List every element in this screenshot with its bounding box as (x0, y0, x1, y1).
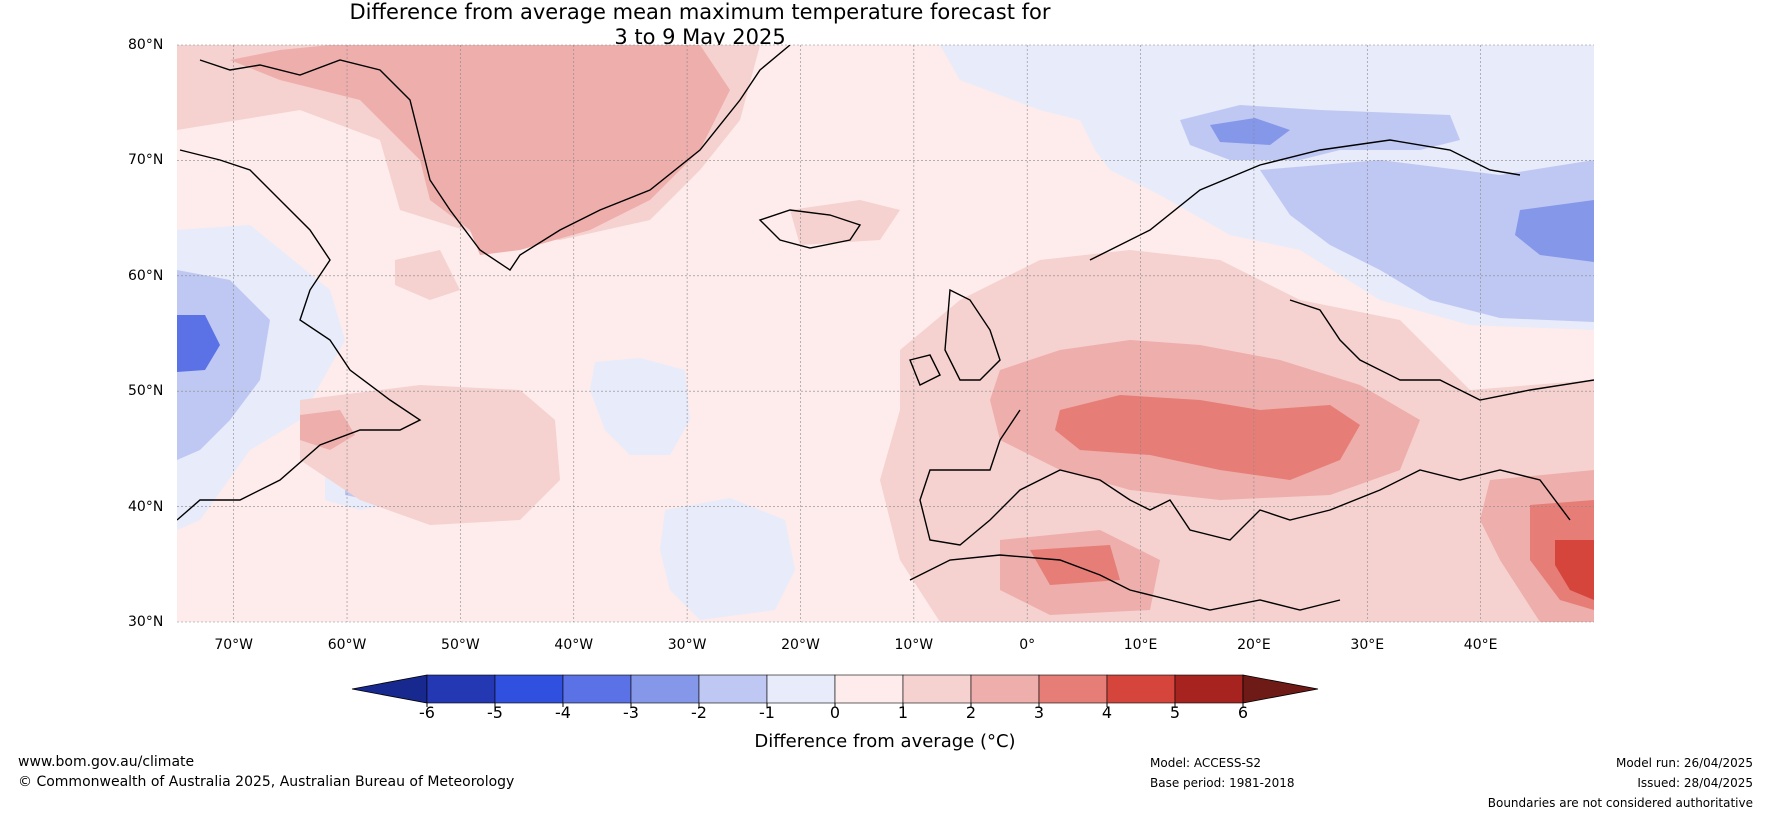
colorbar-bin (1038, 674, 1108, 704)
longitude-label: 20°W (781, 637, 820, 653)
anomaly-pos2-nova-scotia (300, 410, 355, 450)
coastlines (177, 45, 1594, 611)
colorbar-bin (902, 674, 972, 704)
coastline-ireland (909, 354, 941, 386)
forecast-field (177, 45, 1594, 622)
colorbar-tick-label: 1 (897, 703, 909, 722)
colorbar-bin (698, 674, 768, 704)
anomaly-neg4-labrador (177, 315, 220, 372)
boundaries-disclaimer: Boundaries are not considered authoritat… (1487, 796, 1753, 810)
coastline-iceland (758, 209, 862, 249)
colorbar-bin (1106, 674, 1176, 704)
colorbar-tick-label: -3 (623, 703, 639, 722)
colorbar-bin (1174, 674, 1244, 704)
coastline-black-sea-region (1289, 299, 1594, 401)
coastline-mediterranean-north (919, 409, 1571, 546)
colorbar-bin (970, 674, 1040, 704)
model-run: Model run: 26/04/2025 (1615, 756, 1753, 770)
site-url: www.bom.gov.au/climate (18, 754, 195, 770)
graticule (177, 44, 1594, 623)
issued-date: Issued: 28/04/2025 (1637, 776, 1753, 790)
coastline-north-africa (909, 554, 1341, 611)
colorbar-label: Difference from average (°C) (754, 731, 1016, 752)
colorbar-tick-label: 6 (1237, 703, 1249, 722)
colorbar-tick-label: 5 (1169, 703, 1181, 722)
copyright: © Commonwealth of Australia 2025, Austra… (18, 774, 515, 790)
colorbar-tick-label: -1 (759, 703, 775, 722)
anomaly-neg1-azores (660, 498, 795, 620)
anomaly-pos2-greenland (230, 45, 730, 255)
colorbar-bin (494, 674, 564, 704)
longitude-label: 70°W (214, 637, 254, 653)
coastline-north-america (177, 149, 422, 521)
colorbar-tick-label: 3 (1033, 703, 1045, 722)
colorbar (351, 674, 1319, 707)
colorbar-tick-label: -4 (555, 703, 571, 722)
coastline-scandinavia (1089, 139, 1521, 261)
longitude-label: 10°E (1123, 637, 1158, 653)
map-title: Difference from average mean maximum tem… (0, 0, 1400, 50)
colorbar-tick-label: 4 (1101, 703, 1113, 722)
colorbar-bin (562, 674, 632, 704)
map-title-line1: Difference from average mean maximum tem… (349, 0, 1051, 24)
base-period: Base period: 1981-2018 (1150, 776, 1295, 790)
colorbar-extend-high (1242, 674, 1319, 704)
latitude-label: 50°N (128, 383, 164, 400)
latitude-label: 40°N (128, 498, 164, 515)
anomaly-neg3-russia (1515, 200, 1594, 262)
longitude-label: 30°W (667, 637, 707, 653)
coastline-britain (944, 288, 1001, 381)
longitude-label: 30°E (1350, 637, 1385, 653)
colorbar-bin (834, 674, 904, 704)
longitude-label: 50°W (441, 637, 480, 653)
latitude-label: 70°N (128, 152, 164, 169)
colorbar-bin (426, 674, 496, 704)
anomaly-neg1-central-atlantic (590, 358, 690, 455)
colorbar-tick-label: 0 (829, 703, 841, 722)
latitude-label: 80°N (128, 37, 164, 53)
latitude-label: 60°N (128, 267, 164, 284)
anomaly-neg2-russia (1260, 160, 1594, 322)
anomaly-neg3-barents (1210, 118, 1290, 145)
longitude-label: 40°W (554, 637, 594, 653)
anomaly-pos1-iceland (790, 200, 900, 245)
coastline-greenland (199, 45, 791, 271)
anomaly-pos3-central-europe (1055, 395, 1360, 480)
anomaly-neg2-barents (1180, 105, 1460, 160)
longitude-label: 10°W (894, 637, 934, 653)
colorbar-bin (630, 674, 700, 704)
latitude-label: 30°N (128, 614, 164, 630)
colorbar-bin (766, 674, 836, 704)
colorbar-tick-label: -6 (419, 703, 435, 722)
longitude-label: 60°W (327, 637, 367, 653)
anomaly-pos1-newfoundland (300, 385, 560, 525)
longitude-label: 20°E (1237, 637, 1271, 653)
model-name: Model: ACCESS-S2 (1150, 756, 1262, 770)
colorbar-tick-label: -2 (691, 703, 707, 722)
longitude-label: 40°E (1463, 637, 1498, 653)
colorbar-tick-label: -5 (487, 703, 503, 722)
colorbar-tick-label: 2 (965, 703, 977, 722)
colorbar-extend-low (351, 674, 428, 704)
longitude-label: 0° (1019, 637, 1036, 653)
anomaly-pos1-labrador-sea (395, 250, 460, 300)
anomaly-pos4-levant (1555, 540, 1594, 600)
